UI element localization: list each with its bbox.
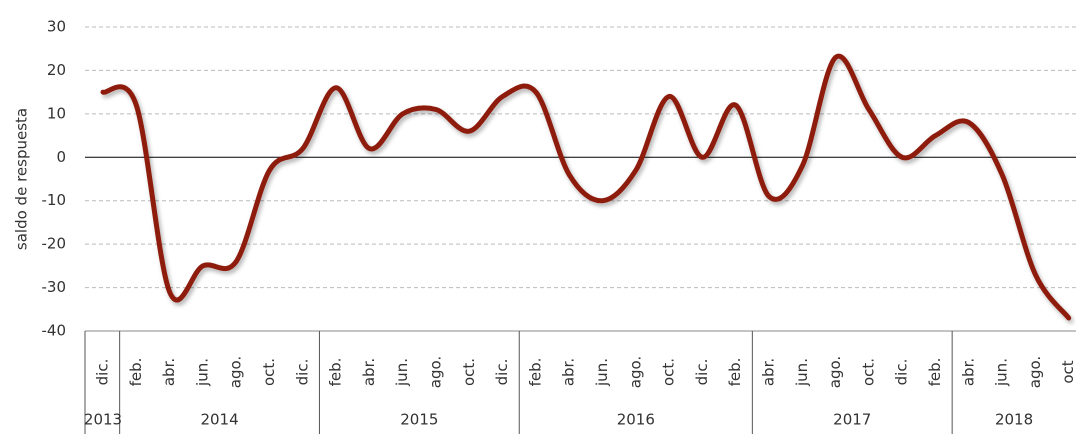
year-label: 2015 — [400, 411, 438, 429]
y-tick-label: 0 — [56, 148, 66, 166]
x-tick-label: ago. — [1026, 356, 1044, 388]
y-tick-label: 20 — [47, 61, 66, 79]
line-series — [100, 53, 1072, 321]
x-tick-label: jun. — [193, 358, 211, 387]
y-tick-label: -30 — [42, 278, 67, 296]
x-tick-label: dic. — [893, 359, 911, 386]
x-tick-label: feb. — [127, 358, 145, 387]
x-tick-label: ago. — [227, 356, 245, 388]
x-tick-label: abr. — [560, 358, 578, 386]
x-tick-label: abr. — [959, 358, 977, 386]
y-axis-title: saldo de respuesta — [13, 108, 31, 250]
x-tick-label: feb. — [327, 358, 345, 387]
x-tick-label: jun. — [593, 358, 611, 387]
year-label: 2018 — [995, 411, 1033, 429]
x-tick-label: dic. — [493, 359, 511, 386]
x-tick-label: feb. — [526, 358, 544, 387]
x-tick-label: oct. — [460, 358, 478, 386]
year-label: 2017 — [833, 411, 871, 429]
x-tick-label: ago. — [626, 356, 644, 388]
x-tick-label: feb. — [726, 358, 744, 387]
year-label: 2013 — [84, 411, 122, 429]
x-tick-label: oct. — [660, 358, 678, 386]
y-tick-label: 10 — [47, 104, 66, 122]
y-tick-label: -20 — [42, 235, 67, 253]
x-tick-label: jun. — [793, 358, 811, 387]
x-tick-label: abr. — [360, 358, 378, 386]
y-tick-label: 30 — [47, 18, 66, 36]
x-tick-label: ago. — [427, 356, 445, 388]
y-tick-label: -10 — [42, 191, 67, 209]
x-tick-label: oct — [1059, 360, 1076, 383]
y-tick-label: -40 — [42, 322, 67, 340]
x-tick-label: abr. — [760, 358, 778, 386]
x-tick-label: abr. — [160, 358, 178, 386]
x-tick-label: dic. — [94, 359, 112, 386]
x-tick-label: jun. — [993, 358, 1011, 387]
x-tick-label: dic. — [693, 359, 711, 386]
x-tick-label: feb. — [926, 358, 944, 387]
x-tick-label: oct. — [260, 358, 278, 386]
year-label: 2014 — [200, 411, 238, 429]
x-tick-label: ago. — [826, 356, 844, 388]
x-tick-label: dic. — [293, 359, 311, 386]
x-tick-label: jun. — [393, 358, 411, 387]
x-tick-label: oct. — [859, 358, 877, 386]
year-label: 2016 — [617, 411, 655, 429]
